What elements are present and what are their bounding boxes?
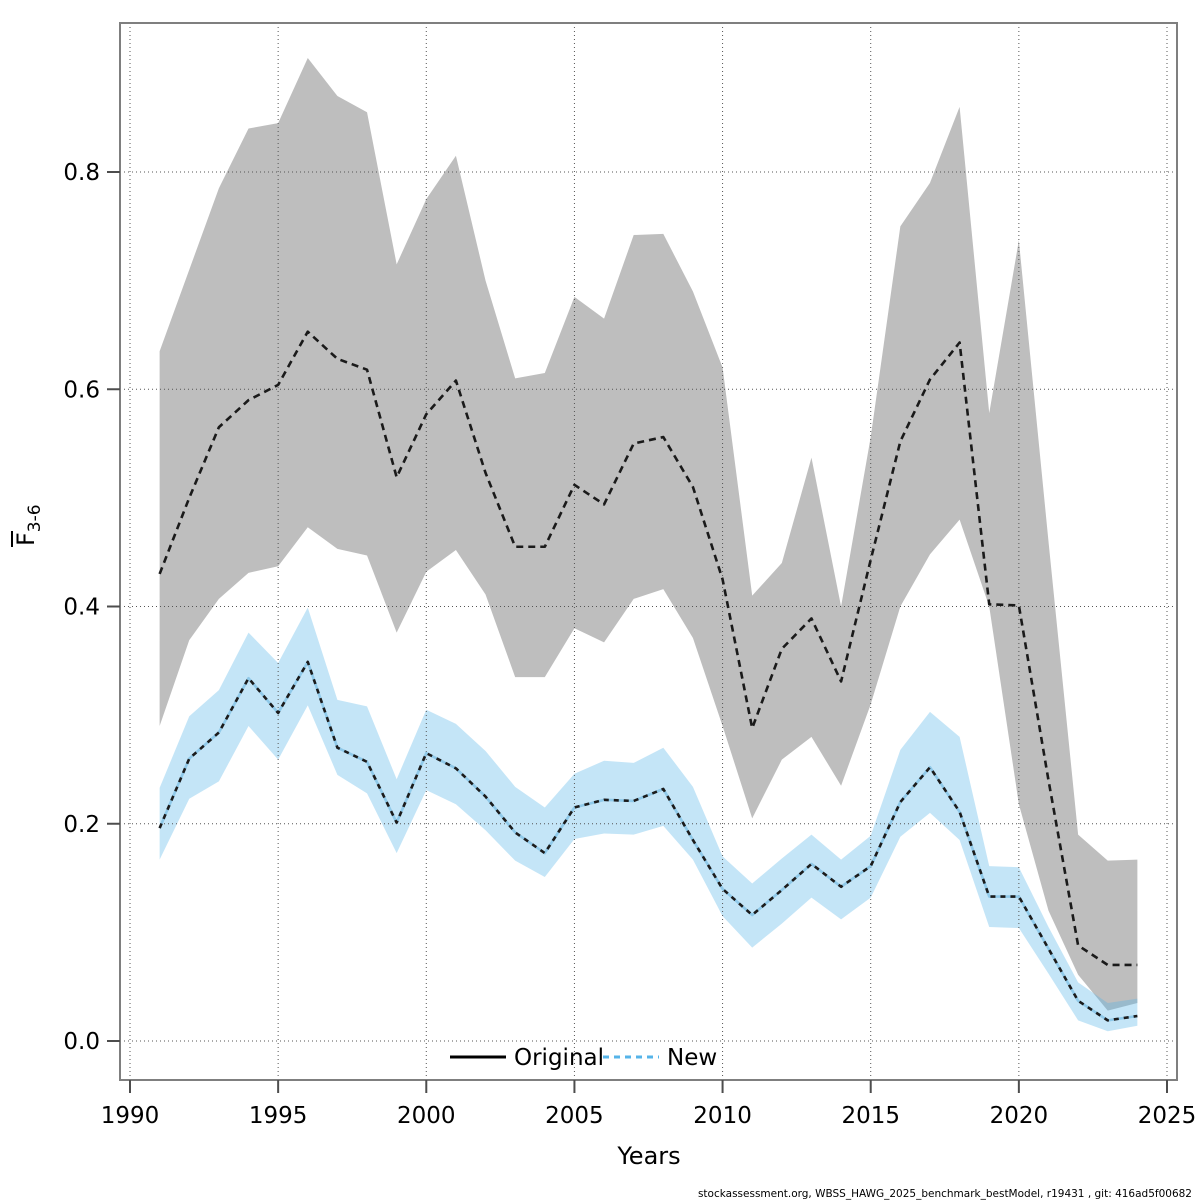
axes-layer: 1990 1995 2000 2005 2010 2015 2020 2025 0.0 0.2 0.… bbox=[63, 22, 1197, 1129]
x-tick-label-2010: 2010 bbox=[693, 1103, 752, 1129]
x-tick-label-2005: 2005 bbox=[545, 1103, 604, 1129]
new-confidence-band bbox=[159, 607, 1138, 1032]
y-tick-label-0.8: 0.8 bbox=[63, 160, 100, 186]
x-tick-label-1995: 1995 bbox=[249, 1103, 308, 1129]
confidence-bands-layer bbox=[159, 57, 1138, 1032]
new-line-underlay bbox=[158, 660, 1138, 1022]
y-tick-label-0.2: 0.2 bbox=[63, 812, 100, 838]
x-axis-title: Years bbox=[616, 1142, 680, 1170]
original-fbar-line bbox=[158, 330, 1138, 967]
series-lines-layer bbox=[158, 330, 1138, 1022]
x-tick-label-2000: 2000 bbox=[397, 1103, 456, 1129]
x-tick-label-2015: 2015 bbox=[841, 1103, 900, 1129]
y-tick-label-0.4: 0.4 bbox=[63, 595, 100, 621]
y-axis-title-text: F3-6 bbox=[12, 504, 45, 546]
y-axis-title: F3-6 bbox=[11, 504, 45, 547]
y-tick-label-0.6: 0.6 bbox=[63, 377, 100, 403]
x-tick-label-2020: 2020 bbox=[990, 1103, 1049, 1129]
legend-new-label: New bbox=[667, 1045, 717, 1071]
original-confidence-band bbox=[159, 57, 1138, 1011]
footer-source-text: stockassessment.org, WBSS_HAWG_2025_benc… bbox=[698, 1188, 1192, 1200]
legend-original-label: Original bbox=[514, 1045, 604, 1071]
plot-border-box bbox=[119, 22, 1178, 1081]
gridlines-layer bbox=[120, 23, 1177, 1080]
x-tick-label-2025: 2025 bbox=[1138, 1103, 1197, 1129]
y-tick-label-0.0: 0.0 bbox=[63, 1029, 100, 1055]
legend: Original New bbox=[450, 1045, 717, 1071]
new-fbar-line bbox=[158, 660, 1138, 1022]
x-tick-label-1990: 1990 bbox=[101, 1103, 160, 1129]
